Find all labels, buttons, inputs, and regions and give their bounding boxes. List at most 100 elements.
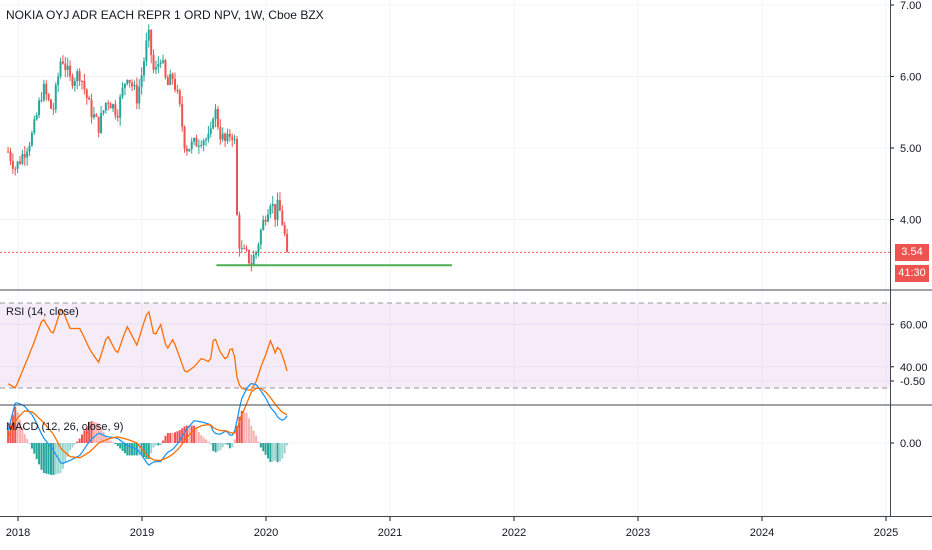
candle-body <box>135 85 138 104</box>
candle-body <box>57 76 60 85</box>
macd-histogram-bar <box>219 443 222 451</box>
candle-body <box>88 97 91 100</box>
macd-histogram-bar <box>240 410 243 443</box>
candle-body <box>181 103 184 127</box>
candle-body <box>195 138 198 147</box>
macd-histogram-bar <box>216 443 219 452</box>
candle-body <box>169 74 172 85</box>
macd-histogram-bar <box>131 443 134 456</box>
macd-histogram-bar <box>154 443 157 446</box>
candle-body <box>131 82 134 87</box>
candle-body <box>205 139 208 141</box>
candle-body <box>26 151 29 158</box>
candle-body <box>267 214 270 222</box>
rsi-tick-label: 40.00 <box>900 362 928 374</box>
candle-body <box>233 139 236 141</box>
macd-histogram-bar <box>52 443 55 476</box>
candle-body <box>154 67 157 70</box>
macd-histogram-bar <box>107 438 110 443</box>
macd-histogram-bar <box>228 443 231 449</box>
macd-histogram-bar <box>178 430 181 443</box>
candle-body <box>52 108 55 110</box>
macd-histogram-bar <box>116 443 119 447</box>
candle-body <box>209 128 212 135</box>
candle-body <box>245 248 248 250</box>
macd-histogram-bar <box>252 430 255 443</box>
candle-body <box>164 60 167 78</box>
candle-body <box>78 71 81 81</box>
candle-body <box>107 102 110 104</box>
candle-body <box>19 161 22 164</box>
candle-body <box>240 248 243 250</box>
x-tick-label: 2019 <box>130 527 154 539</box>
rsi-tick-label: 60.00 <box>900 319 928 331</box>
candle-body <box>226 133 229 141</box>
macd-histogram-bar <box>38 443 41 465</box>
candle-body <box>143 61 146 76</box>
macd-histogram-bar <box>238 416 241 443</box>
macd-histogram-bar <box>81 434 84 443</box>
candle-body <box>236 139 239 215</box>
candle-body <box>276 199 279 220</box>
macd-histogram-bar <box>212 443 215 451</box>
macd-histogram-bar <box>26 438 29 443</box>
candle-body <box>264 219 267 222</box>
macd-histogram-bar <box>197 431 200 443</box>
candle-body <box>59 61 62 77</box>
macd-histogram-bar <box>274 443 277 461</box>
candle-body <box>50 99 53 109</box>
candle-body <box>109 103 112 109</box>
candle-body <box>16 161 19 169</box>
candle-body <box>269 206 272 215</box>
candle-body <box>176 89 179 91</box>
macd-tick-label: 0.00 <box>900 438 921 450</box>
macd-line <box>7 387 288 462</box>
candle-body <box>83 81 86 90</box>
macd-histogram-bar <box>164 435 167 443</box>
candle-body <box>252 255 255 265</box>
macd-histogram-bar <box>281 443 284 459</box>
macd-histogram-bar <box>114 443 117 445</box>
x-tick-label: 2018 <box>6 527 30 539</box>
rsi-line <box>7 309 288 391</box>
candle-body <box>152 54 155 70</box>
macd-histogram-bar <box>109 440 112 443</box>
x-tick-label: 2024 <box>750 527 774 539</box>
candle-body <box>100 113 103 133</box>
candle-body <box>133 85 136 87</box>
candle-body <box>21 154 24 164</box>
candle-body <box>30 132 33 146</box>
macd-histogram-bar <box>88 422 91 443</box>
macd-histogram-bar <box>262 443 265 452</box>
candle-body <box>112 104 115 109</box>
price-tick-label: 4.00 <box>900 215 921 227</box>
macd-histogram-bar <box>245 412 248 443</box>
candle-body <box>171 74 174 79</box>
macd-histogram-bar <box>202 437 205 443</box>
macd-tick-label: -0.50 <box>900 376 925 388</box>
macd-histogram-bar <box>267 443 270 459</box>
macd-histogram-bar <box>236 426 239 443</box>
price-tick-label: 7.00 <box>900 0 921 12</box>
candle-body <box>259 229 262 245</box>
rsi-pane[interactable] <box>0 302 890 391</box>
macd-histogram-bar <box>176 431 179 443</box>
candle-body <box>243 248 246 250</box>
candle-body <box>40 100 43 102</box>
candle-body <box>38 100 41 116</box>
macd-histogram-bar <box>133 443 136 456</box>
candle-body <box>250 263 253 265</box>
candle-body <box>35 115 38 120</box>
candle-body <box>69 65 72 77</box>
macd-histogram-bar <box>159 443 162 446</box>
macd-histogram-bar <box>278 443 281 462</box>
candle-body <box>97 116 100 133</box>
macd-pane[interactable] <box>7 382 289 476</box>
macd-histogram-bar <box>226 443 229 445</box>
macd-histogram-bar <box>121 443 124 451</box>
price-pane[interactable] <box>0 24 890 272</box>
macd-histogram-bar <box>66 443 69 457</box>
candle-body <box>255 252 258 256</box>
candle-body <box>212 118 215 129</box>
macd-histogram-bar <box>11 414 14 443</box>
